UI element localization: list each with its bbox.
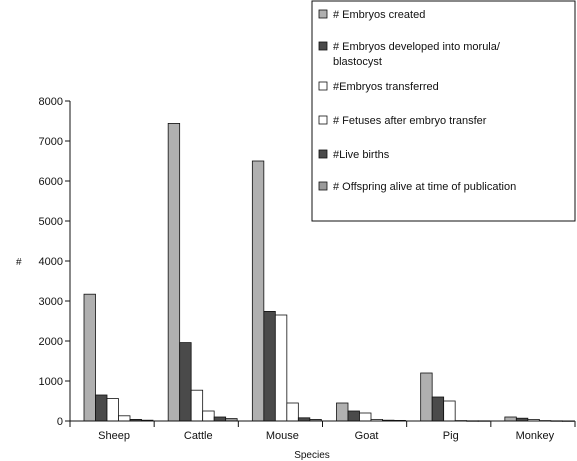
bar-pig-series-2 [431, 396, 445, 422]
bar-cattle-series-4 [202, 410, 215, 422]
legend-label: #Live births [333, 149, 390, 161]
bar-cattle-series-2 [179, 342, 192, 422]
legend-label: # Embryos created [333, 9, 425, 21]
y-ticks: 0 1000 2000 3000 4000 5000 6000 7000 8000 [39, 96, 70, 428]
legend-swatch [318, 41, 328, 51]
x-tick-label: Cattle [184, 430, 213, 442]
x-tick-label: Sheep [98, 430, 130, 442]
bar-goat-series-3 [359, 412, 372, 422]
y-tick-label: 0 [57, 416, 63, 428]
legend-label: #Embryos transferred [333, 81, 439, 93]
legend-swatch [318, 81, 328, 91]
legend-item: # Embryos developed into morula/blastocy… [318, 41, 501, 68]
bar-mouse-series-3 [274, 314, 288, 422]
bar-monkey-series-1 [504, 416, 517, 422]
bar-cattle-series-5 [213, 416, 227, 422]
x-tick-label: Goat [355, 430, 379, 442]
y-tick-label: 7000 [39, 136, 63, 148]
bar-sheep-series-4 [118, 415, 131, 422]
y-tick-label: 3000 [39, 296, 63, 308]
y-axis-label: # [16, 257, 22, 268]
y-tick-label: 6000 [39, 176, 63, 188]
bar-mouse-series-4 [286, 402, 299, 422]
bar-pig-series-3 [443, 400, 456, 422]
legend-item: # Offspring alive at time of publication [318, 181, 516, 193]
bar-mouse-series-2 [263, 310, 276, 422]
bar-pig-series-1 [420, 372, 433, 422]
legend-label: # Embryos developed into morula/blastocy… [333, 41, 501, 68]
bar-cattle-series-1 [167, 123, 181, 422]
bar-sheep-series-2 [95, 394, 108, 422]
legend-item: #Live births [318, 149, 390, 161]
legend-label: # Fetuses after embryo transfer [333, 115, 487, 127]
legend-item: # Embryos created [318, 9, 425, 21]
bar-goat-series-2 [347, 410, 360, 422]
y-tick-label: 4000 [39, 256, 63, 268]
legend-swatch [318, 181, 328, 191]
bar-sheep-series-3 [106, 398, 119, 422]
y-tick-label: 8000 [39, 96, 63, 108]
bars-group [83, 123, 575, 422]
y-tick-label: 5000 [39, 216, 63, 228]
legend-swatch [318, 9, 328, 19]
bar-cattle-series-3 [190, 389, 204, 422]
legend-swatch [318, 115, 328, 125]
legend-swatch [318, 149, 328, 159]
legend-item: # Fetuses after embryo transfer [318, 115, 487, 127]
legend-label: # Offspring alive at time of publication [333, 181, 516, 193]
legend-frame [311, 0, 576, 222]
x-tick-label: Pig [443, 430, 459, 442]
x-tick-label: Mouse [266, 430, 299, 442]
bar-mouse-series-1 [251, 160, 265, 422]
legend-item: #Embryos transferred [318, 81, 439, 93]
x-ticks: Sheep Cattle Mouse Goat Pig Monkey [69, 421, 576, 442]
bar-goat-series-1 [336, 402, 349, 422]
x-tick-label: Monkey [516, 430, 555, 442]
y-tick-label: 2000 [39, 336, 63, 348]
x-axis-label: Species [294, 450, 330, 461]
y-tick-label: 1000 [39, 376, 63, 388]
legend: # Embryos created # Embryos developed int… [311, 0, 576, 222]
bar-sheep-series-1 [83, 293, 96, 422]
